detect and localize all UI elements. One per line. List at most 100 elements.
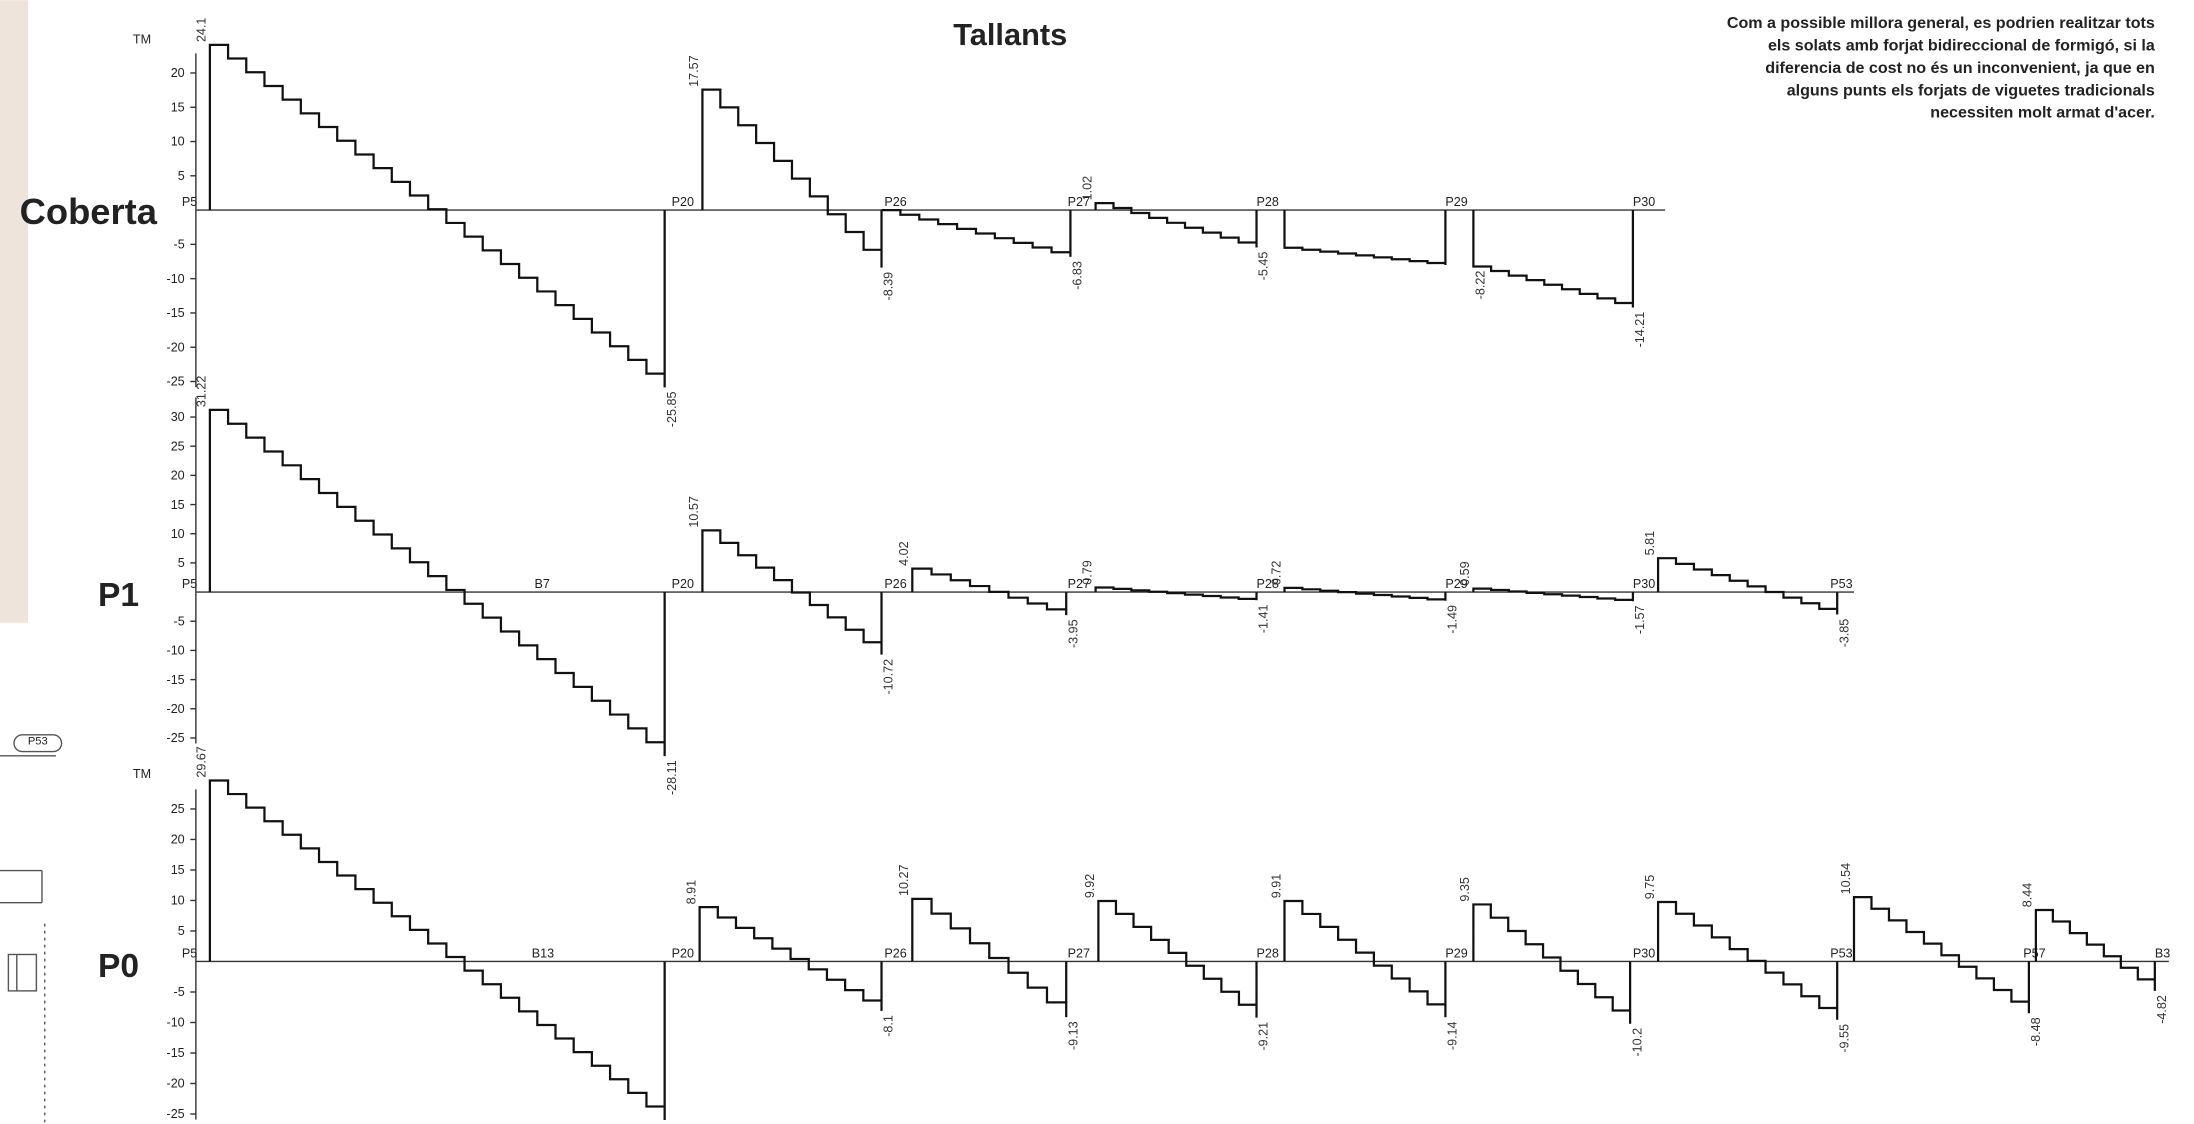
y-tick-label: -20	[167, 702, 185, 716]
value-label: 10.27	[897, 865, 911, 896]
support-label: B7	[535, 577, 550, 591]
y-tick-label: -15	[167, 1046, 185, 1060]
title: Tallants	[953, 17, 1067, 52]
support-label: P29	[1445, 195, 1467, 209]
value-label: -25.85	[665, 392, 679, 428]
support-label: P57	[2023, 946, 2045, 960]
y-tick-label: 30	[171, 410, 185, 424]
shear-line	[1852, 896, 2031, 1014]
support-label: P27	[1068, 946, 1090, 960]
shear-line	[1097, 899, 1258, 1018]
value-label: -14.21	[1633, 312, 1647, 348]
y-tick-label: 10	[171, 527, 185, 541]
support-label: P28	[1257, 195, 1279, 209]
y-tick-label: 10	[171, 135, 185, 149]
note-line: els solats amb forjat bidireccional de f…	[1768, 37, 2156, 55]
y-tick-label: -15	[167, 306, 185, 320]
shear-line	[1283, 210, 1447, 265]
y-tick-label: -5	[174, 985, 185, 999]
value-label: -1.57	[1633, 605, 1647, 634]
y-tick-label: -20	[167, 340, 185, 354]
axis-unit: TM	[133, 33, 151, 47]
y-tick-label: -5	[174, 614, 185, 628]
support-label: P26	[884, 946, 906, 960]
value-label: 9.92	[1083, 874, 1097, 898]
support-label: P20	[672, 577, 694, 591]
value-label: -5.45	[1257, 252, 1271, 281]
support-label: P5	[182, 577, 197, 591]
shear-line	[1472, 210, 1635, 308]
value-label: 8.91	[684, 880, 698, 904]
shear-line	[1283, 899, 1447, 1018]
value-label: -9.13	[1066, 1021, 1080, 1050]
value-label: -10.72	[882, 659, 896, 695]
shear-line	[698, 906, 883, 1011]
support-label: P28	[1257, 946, 1279, 960]
y-tick-label: 25	[171, 802, 185, 816]
y-tick-label: 5	[178, 169, 185, 183]
value-label: 0.72	[1269, 561, 1283, 585]
support-label: P30	[1633, 195, 1655, 209]
value-label: -8.48	[2029, 1017, 2043, 1046]
value-label: -3.85	[1837, 619, 1851, 648]
panel-name: P0	[98, 948, 139, 985]
y-tick-label: -10	[167, 272, 185, 286]
shear-line	[208, 779, 666, 1121]
value-label: -1.49	[1446, 605, 1460, 634]
y-tick-label: -10	[167, 644, 185, 658]
value-label: -28.11	[665, 760, 679, 795]
y-tick-label: 20	[171, 66, 185, 80]
y-tick-label: 5	[178, 556, 185, 570]
shear-line	[1656, 557, 1839, 615]
shear-line	[1472, 587, 1635, 602]
shear-line	[1283, 586, 1447, 601]
value-label: 24.1	[195, 18, 209, 42]
shear-line	[2034, 908, 2156, 991]
panel-name: Coberta	[20, 191, 158, 232]
shear-line	[911, 897, 1068, 1018]
note-line: alguns punts els forjats de viguetes tra…	[1787, 81, 2155, 99]
support-label: P27	[1068, 195, 1090, 209]
note-line: diferencia de cost no és un inconvenient…	[1765, 59, 2155, 77]
value-label: 8.44	[2021, 883, 2035, 907]
shear-line	[208, 408, 666, 757]
shear-line	[208, 43, 666, 388]
fragment-drawing	[0, 734, 63, 1124]
value-label: -8.1	[882, 1015, 896, 1037]
value-label: -8.39	[882, 272, 896, 301]
shear-line	[1094, 586, 1258, 601]
support-label: P5	[182, 946, 197, 960]
shear-line	[1656, 900, 1839, 1020]
value-label: -4.82	[2155, 995, 2169, 1024]
value-label: 10.57	[687, 496, 701, 527]
y-tick-label: 15	[171, 498, 185, 512]
y-tick-label: -20	[167, 1077, 185, 1091]
value-label: -1.41	[1257, 605, 1271, 634]
value-label: 5.81	[1643, 531, 1657, 555]
support-label: P53	[1830, 577, 1852, 591]
value-label: -9.14	[1446, 1021, 1460, 1050]
support-label: P26	[884, 195, 906, 209]
support-label: P26	[884, 577, 906, 591]
fragment-label: P53	[28, 736, 48, 748]
note-line: Com a possible millora general, es podri…	[1727, 14, 2155, 32]
support-label: P30	[1633, 577, 1655, 591]
value-label: -10.2	[1630, 1028, 1644, 1057]
value-label: -6.83	[1071, 261, 1085, 290]
y-tick-label: -25	[167, 1107, 185, 1121]
value-label: 0.79	[1080, 560, 1094, 584]
y-tick-label: 15	[171, 863, 185, 877]
y-tick-label: 25	[171, 439, 185, 453]
value-label: 9.91	[1269, 874, 1283, 898]
shear-line	[1472, 903, 1632, 1024]
y-tick-label: -25	[167, 731, 185, 745]
support-label: P27	[1068, 577, 1090, 591]
y-tick-label: -25	[167, 375, 185, 389]
value-label: 17.57	[687, 55, 701, 86]
support-label: P30	[1633, 946, 1655, 960]
value-label: 0.59	[1458, 561, 1472, 585]
side-panel	[0, 0, 28, 623]
y-tick-label: 20	[171, 469, 185, 483]
panel-name: P1	[98, 577, 139, 614]
y-tick-label: 20	[171, 833, 185, 847]
